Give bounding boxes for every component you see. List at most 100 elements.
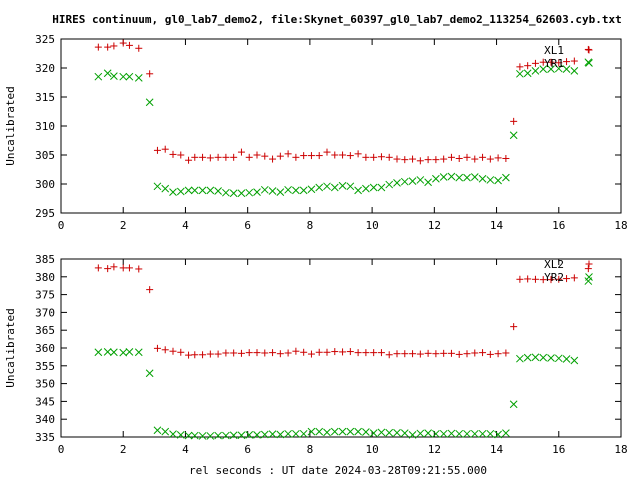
- y-tick-label: 355: [35, 360, 55, 373]
- xl2-point: [377, 349, 385, 357]
- yr1-point: [119, 72, 128, 81]
- xl1-point: [119, 39, 127, 47]
- yr1-point: [393, 178, 401, 187]
- xl1-point: [346, 152, 354, 160]
- y-tick-label: 320: [35, 62, 55, 75]
- yr2-point: [455, 429, 464, 438]
- xl1-point: [94, 43, 102, 51]
- yr1-point: [354, 186, 362, 195]
- xl2-point: [199, 351, 207, 359]
- yr1-point: [554, 64, 563, 73]
- xl2-point: [104, 265, 112, 273]
- xl1-point: [479, 153, 487, 161]
- panel-2-ticks: 0 2 4 6 8 10 12 14 16 18 335 340 345 350 355 360 365 370 3…: [35, 253, 628, 456]
- yr1-point: [206, 186, 215, 195]
- xl1-point: [555, 59, 563, 67]
- xl2-point: [385, 351, 393, 359]
- xl1-point: [393, 155, 401, 163]
- xl1-point: [570, 57, 578, 65]
- xl1-point: [284, 150, 292, 158]
- yr2-point: [408, 431, 417, 439]
- x-tick-label: 4: [182, 219, 189, 232]
- yr2-point: [145, 369, 154, 378]
- y-tick-label: 345: [35, 395, 55, 408]
- xl1-legend-marker: [585, 46, 593, 54]
- panel-1-ticks: 0 2 4 6 8 10 12 14 16 18 295 300 305 310 315 320 325: [35, 33, 628, 232]
- yr1-legend-marker: [585, 59, 593, 67]
- xl1-point: [516, 63, 524, 71]
- yr2-point: [153, 426, 162, 435]
- xl2-point: [206, 350, 214, 358]
- yr2-point: [299, 429, 308, 438]
- yr1-point: [486, 176, 495, 184]
- yr2-point: [547, 354, 555, 362]
- yr2-point: [125, 348, 134, 356]
- yr1-point: [260, 185, 269, 194]
- yr1-point: [292, 186, 300, 195]
- xl2-point: [432, 350, 440, 358]
- y-tick-label: 385: [35, 253, 55, 266]
- yr1-point: [432, 174, 440, 183]
- yr2-point: [94, 348, 103, 357]
- x-axis-label: rel seconds : UT date 2024-03-28T09:21:5…: [189, 464, 487, 477]
- xl2-point: [539, 276, 547, 284]
- xl2-point: [547, 276, 555, 284]
- chart-title: HIRES continuum, gl0_lab7_demo2, file:Sk…: [52, 13, 622, 26]
- yr2-point: [354, 427, 362, 436]
- yr1-point: [184, 186, 193, 195]
- xl1-point: [424, 156, 432, 164]
- xl2-point: [300, 348, 308, 356]
- xl1-point: [110, 42, 118, 50]
- xl2-point: [191, 351, 199, 359]
- yr2-point: [169, 430, 177, 439]
- yr1-point: [516, 69, 524, 78]
- legend-xl2-label: XL2: [544, 258, 564, 271]
- yr2-point: [134, 348, 143, 357]
- xl2-point: [416, 350, 424, 358]
- yr2-point: [276, 430, 285, 439]
- yr2-point: [237, 431, 246, 440]
- yr2-point: [502, 429, 510, 437]
- y-tick-label: 325: [35, 33, 55, 46]
- xl2-point: [447, 349, 455, 357]
- yr2-point: [531, 353, 540, 362]
- xl2-point: [463, 350, 471, 358]
- yr2-point: [260, 430, 269, 439]
- yr2-point: [284, 429, 292, 438]
- yr1-point: [509, 131, 518, 140]
- xl2-point: [261, 349, 269, 357]
- xl1-point: [377, 153, 385, 161]
- yr2-point: [229, 431, 238, 440]
- yr2-point: [362, 428, 370, 436]
- y-tick-label: 305: [35, 149, 55, 162]
- y-tick-label: 360: [35, 342, 55, 355]
- panel-1-marks: [94, 39, 593, 198]
- x-tick-label: 10: [365, 443, 378, 456]
- yr1-point: [253, 188, 261, 196]
- x-tick-label: 18: [614, 443, 627, 456]
- xl2-point: [161, 346, 169, 354]
- xl1-point: [323, 148, 331, 156]
- yr2-point: [206, 432, 215, 440]
- yr1-point: [103, 69, 112, 78]
- xl1-point: [455, 154, 463, 162]
- yr1-point: [523, 69, 532, 78]
- xl1-point: [401, 156, 409, 164]
- yr2-point: [463, 429, 471, 438]
- yr2-point: [184, 431, 193, 440]
- yr2-point: [253, 431, 261, 439]
- y-tick-label: 350: [35, 378, 55, 391]
- y-tick-label: 315: [35, 91, 55, 104]
- xl1-point: [146, 70, 154, 78]
- yr2-point: [400, 429, 409, 437]
- yr1-point: [176, 187, 185, 196]
- xl2-point: [531, 275, 539, 283]
- y-tick-label: 380: [35, 271, 55, 284]
- xl2-point: [119, 264, 127, 272]
- yr1-point: [214, 187, 222, 195]
- yr2-point: [377, 428, 386, 437]
- yr1-point: [346, 182, 355, 191]
- xl1-point: [563, 58, 571, 66]
- yr1-point: [494, 176, 502, 185]
- yr1-point: [245, 188, 254, 197]
